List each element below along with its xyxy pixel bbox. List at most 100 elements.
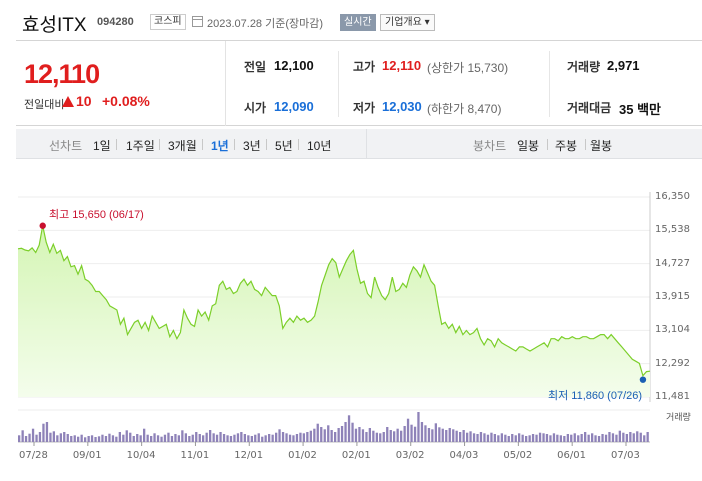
stock-code: 094280	[97, 16, 134, 28]
volume-bar	[295, 434, 299, 442]
volume-bar	[591, 433, 594, 442]
up-triangle-icon	[62, 96, 74, 107]
volume-bar	[462, 430, 465, 442]
volume-bar	[386, 427, 389, 442]
volume-bar	[309, 430, 312, 442]
volume-bar	[222, 434, 226, 442]
low-value: 12,030	[382, 99, 422, 114]
tab-weekly[interactable]: 주봉	[555, 139, 578, 153]
tab-group-divider	[366, 129, 367, 159]
volume-bar	[358, 427, 361, 442]
volume-bar	[24, 436, 28, 442]
tab-separator	[159, 139, 160, 150]
volume-bar	[629, 432, 632, 442]
chart-tabbar: 선차트 1일 1주일 3개월 1년 3년 5년 10년 봉차트 일봉 주봉 월봉	[16, 129, 702, 159]
volume-bar	[202, 435, 205, 442]
volume-bar	[143, 428, 146, 442]
volume-bar	[354, 428, 358, 442]
volume-bar	[129, 432, 132, 442]
volume-bar	[219, 432, 222, 442]
volume-bar	[455, 430, 458, 442]
volume-bar	[549, 435, 552, 442]
tab-1y[interactable]: 1년	[211, 139, 229, 153]
volume-bar	[278, 429, 281, 442]
tab-separator	[547, 139, 548, 150]
volume-bar	[545, 434, 549, 442]
volume-bar	[417, 412, 420, 442]
volume-bar	[625, 434, 628, 442]
y-tick-label: 13,104	[655, 324, 690, 336]
volume-bar	[306, 432, 309, 442]
high-annotation: 최고 15,650 (06/17)	[49, 209, 144, 221]
volume-bar	[94, 437, 97, 442]
volume-bar	[361, 429, 365, 442]
volume-bar	[181, 430, 184, 442]
volume-bar	[615, 434, 618, 442]
tab-separator	[202, 139, 203, 150]
volume-bar	[570, 434, 573, 442]
x-tick-label: 04/03	[449, 450, 479, 461]
tab-1d[interactable]: 1일	[93, 139, 111, 153]
volume-bar	[167, 432, 170, 442]
volume-bar	[413, 426, 417, 442]
volume-bar	[198, 434, 201, 442]
line-chart-caption: 선차트	[49, 139, 83, 153]
volume-bar	[479, 432, 483, 442]
price-chart[interactable]: 16,350 15,538 14,727 13,915 13,104 12,292 11,4…	[0, 160, 702, 481]
volume-bar	[18, 435, 21, 442]
lower-limit: (하한가 8,470)	[427, 102, 502, 116]
volume-bar	[320, 427, 323, 442]
column-divider	[549, 51, 550, 117]
volume-bar	[35, 434, 38, 442]
volume-bar	[90, 435, 94, 442]
volume-bar	[643, 435, 646, 442]
volume-bar	[229, 436, 233, 442]
volume-bar	[84, 437, 87, 442]
volume-bar	[156, 435, 160, 442]
tab-3m[interactable]: 3개월	[168, 139, 197, 153]
calendar-icon	[192, 16, 203, 27]
realtime-button[interactable]: 실시간	[340, 14, 376, 31]
volume-bar	[170, 436, 174, 442]
x-tick-label: 07/28	[19, 450, 48, 461]
volume-bar	[514, 435, 517, 442]
current-price: 12,110	[24, 59, 100, 89]
volume-bar	[389, 430, 392, 442]
volume-bar	[108, 433, 111, 442]
volume-bar	[351, 422, 354, 442]
volume-bar	[302, 433, 305, 442]
volume-bar	[97, 436, 101, 442]
volume-bar	[632, 433, 635, 442]
tab-10y[interactable]: 10년	[307, 139, 332, 153]
volume-bar	[420, 422, 424, 442]
tab-monthly[interactable]: 월봉	[590, 139, 613, 153]
x-tick-label: 11/01	[180, 450, 210, 461]
volume-bar	[504, 434, 507, 442]
volume-bar	[528, 435, 531, 442]
volume-bar	[38, 432, 42, 442]
tab-daily[interactable]: 일봉	[517, 139, 540, 153]
volume-bar	[146, 434, 149, 442]
volume-legend: 거래량	[666, 412, 691, 422]
volume-bar	[250, 436, 253, 442]
volume-bar	[518, 433, 521, 442]
volume-bar	[368, 428, 371, 442]
volume-bar	[511, 434, 514, 442]
volume-bar	[66, 434, 69, 442]
volume-bar	[344, 422, 347, 442]
volume-bar	[125, 430, 128, 442]
volume-bar	[448, 428, 451, 442]
tab-3y[interactable]: 3년	[243, 139, 261, 153]
volume-bar	[288, 434, 292, 442]
volume-bar	[646, 432, 649, 442]
volume-bar	[507, 436, 510, 442]
volume-bar	[118, 432, 121, 442]
tab-1w[interactable]: 1주일	[126, 139, 155, 153]
tab-5y[interactable]: 5년	[275, 139, 293, 153]
low-label: 저가	[353, 101, 376, 115]
volume-bar	[573, 433, 576, 442]
volume-bar	[406, 418, 410, 442]
current-price-box: 12,110 전일대비 10 +0.08%	[16, 41, 226, 126]
volume-bar	[347, 415, 351, 442]
company-overview-button[interactable]: 기업개요 ▾	[380, 14, 435, 31]
